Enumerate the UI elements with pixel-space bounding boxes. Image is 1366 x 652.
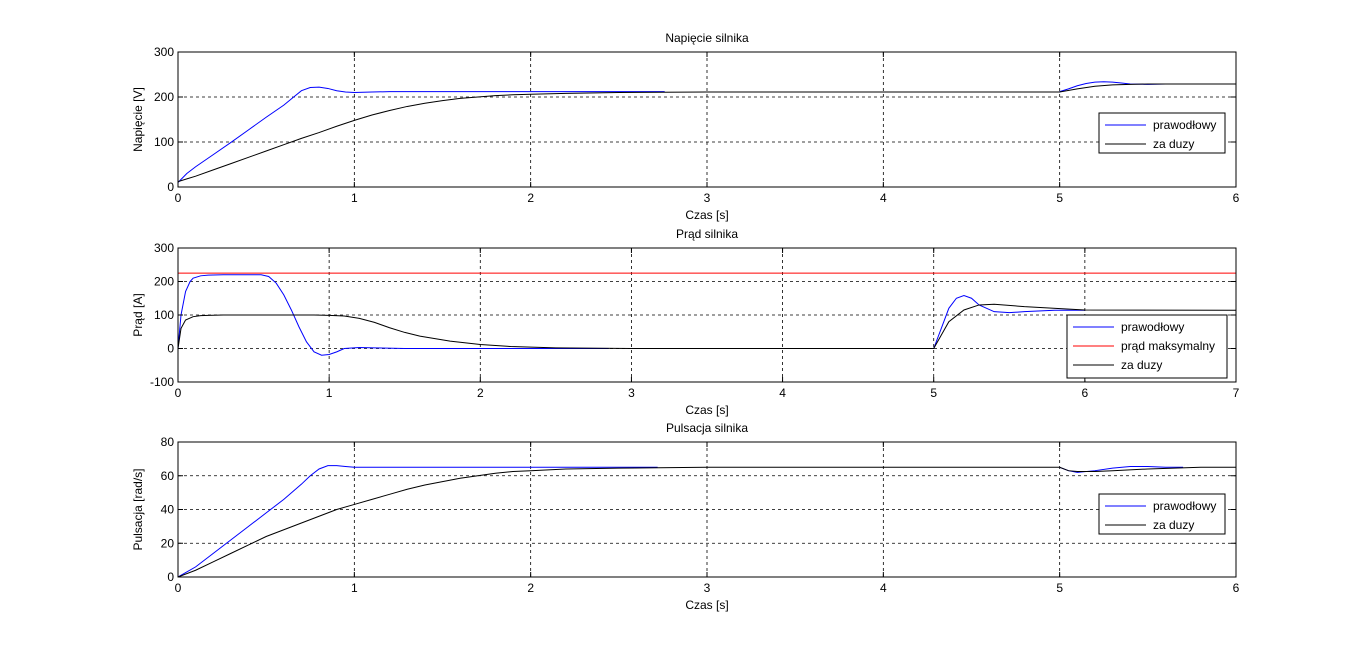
y-tick-label: 0 xyxy=(167,342,174,356)
x-tick-label: 4 xyxy=(779,386,786,400)
x-tick-label: 4 xyxy=(880,191,887,205)
chart-title: Pulsacja silnika xyxy=(666,421,748,435)
legend-box xyxy=(1098,112,1226,154)
legend-label: za duzy xyxy=(1153,518,1194,532)
legend-label: prawodłowy xyxy=(1153,499,1216,513)
legend-label: prawodłowy xyxy=(1153,118,1216,132)
x-tick-label: 6 xyxy=(1233,581,1240,595)
x-tick-label: 1 xyxy=(351,581,358,595)
legend: prawodłowy za duzy xyxy=(1098,112,1226,154)
y-tick-label: 0 xyxy=(167,180,174,194)
x-tick-label: 0 xyxy=(175,386,182,400)
y-tick-label: 0 xyxy=(167,570,174,584)
x-tick-label: 3 xyxy=(704,581,711,595)
x-tick-label: 5 xyxy=(1056,191,1063,205)
y-tick-label: 300 xyxy=(154,45,174,59)
x-tick-label: 4 xyxy=(880,581,887,595)
y-tick-label: 100 xyxy=(154,135,174,149)
chart-title: Napięcie silnika xyxy=(665,31,749,45)
y-tick-label: 60 xyxy=(161,469,175,483)
x-tick-label: 3 xyxy=(628,386,635,400)
series-line xyxy=(933,295,1085,349)
x-tick-label: 7 xyxy=(1233,386,1240,400)
chart-title: Prąd silnika xyxy=(676,227,738,241)
x-axis-label: Czas [s] xyxy=(685,403,728,417)
y-axis-label: Napięcie [V] xyxy=(131,87,145,152)
y-tick-label: 300 xyxy=(154,241,174,255)
y-tick-label: 200 xyxy=(154,90,174,104)
x-axis-label: Czas [s] xyxy=(685,598,728,612)
legend-label: prawodłowy xyxy=(1121,320,1184,334)
legend-label: prąd maksymalny xyxy=(1121,339,1215,353)
y-tick-label: 40 xyxy=(161,503,175,517)
legend-label: za duzy xyxy=(1153,137,1194,151)
series-line xyxy=(178,274,609,356)
x-tick-label: 6 xyxy=(1233,191,1240,205)
x-tick-label: 1 xyxy=(326,386,333,400)
series-line xyxy=(178,465,658,577)
y-tick-label: -100 xyxy=(150,375,174,389)
x-tick-label: 3 xyxy=(704,191,711,205)
y-tick-label: 80 xyxy=(161,435,175,449)
series-line xyxy=(178,86,665,183)
x-tick-label: 0 xyxy=(175,581,182,595)
x-tick-label: 5 xyxy=(930,386,937,400)
series-line xyxy=(178,466,1236,577)
x-tick-label: 0 xyxy=(175,191,182,205)
y-tick-label: 100 xyxy=(154,308,174,322)
legend: prawodłowy prąd maksymalny za duzy xyxy=(1066,314,1228,379)
x-axis-label: Czas [s] xyxy=(685,208,728,222)
legend-box xyxy=(1098,493,1226,535)
x-tick-label: 2 xyxy=(527,581,534,595)
subplot-1: 0 1 2 3 4 5 6 0 100 200 300 Napięcie silnika Czas [s… xyxy=(131,31,1240,222)
x-tick-label: 1 xyxy=(351,191,358,205)
x-tick-label: 6 xyxy=(1082,386,1089,400)
y-tick-label: 200 xyxy=(154,275,174,289)
x-tick-label: 2 xyxy=(477,386,484,400)
x-tick-label: 2 xyxy=(527,191,534,205)
x-tick-label: 5 xyxy=(1056,581,1063,595)
legend-label: za duzy xyxy=(1121,358,1162,372)
series-line xyxy=(178,83,1236,183)
legend: prawodłowy za duzy xyxy=(1098,493,1226,535)
series-line xyxy=(178,303,1236,349)
y-axis-label: Pulsacja [rad/s] xyxy=(131,468,145,550)
y-axis-label: Prąd [A] xyxy=(131,293,145,336)
y-tick-label: 20 xyxy=(161,536,175,550)
